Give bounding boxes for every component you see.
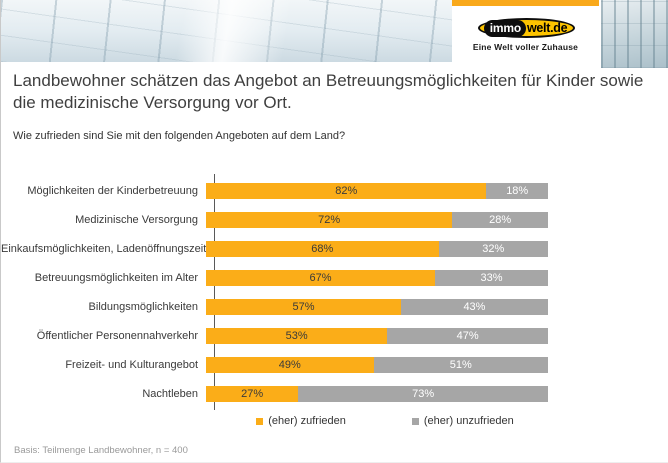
survey-question: Wie zufrieden sind Sie mit den folgenden… [13, 130, 346, 142]
stacked-bar: 68% 32% [206, 240, 548, 257]
bar-segment-unsatisfied: 32% [438, 240, 548, 257]
bar-segment-satisfied: 49% [206, 356, 374, 373]
bar-segment-satisfied: 57% [206, 298, 401, 315]
legend-swatch-unsatisfied [411, 417, 419, 425]
chart-row: Einkaufsmöglichkeiten, Ladenöffnungszeit… [1, 234, 668, 263]
category-label: Medizinische Versorgung [75, 213, 198, 226]
immowelt-logo: immo welt.de [478, 18, 575, 38]
bar-segment-satisfied: 72% [206, 211, 453, 228]
bar-segment-satisfied: 27% [206, 385, 299, 402]
category-label: Bildungsmöglichkeiten [88, 300, 198, 313]
stacked-bar: 49% 51% [206, 356, 548, 373]
chart-row: Nachtleben 27% 73% [1, 379, 668, 408]
chart-row: Öffentlicher Personennahverkehr 53% 47% [1, 321, 668, 350]
bar-segment-unsatisfied: 18% [486, 182, 548, 199]
legend-label-satisfied: (eher) zufrieden [268, 415, 346, 427]
stacked-bar: 67% 33% [206, 269, 548, 286]
chart-row: Möglichkeiten der Kinderbetreuung 82% 18% [1, 176, 668, 205]
basis-note: Basis: Teilmenge Landbewohner, n = 400 [14, 445, 188, 456]
bar-segment-satisfied: 53% [206, 327, 388, 344]
bar-segment-satisfied: 68% [206, 240, 439, 257]
logo-tagline: Eine Welt voller Zuhause [472, 42, 579, 52]
category-label: Freizeit- und Kulturangebot [65, 358, 198, 371]
bar-segment-unsatisfied: 73% [298, 385, 548, 402]
legend-label-unsatisfied: (eher) unzufrieden [423, 415, 514, 427]
banner-photo-left [1, 0, 453, 62]
stacked-bar: 27% 73% [206, 385, 548, 402]
slide-title: Landbewohner schätzen das Angebot an Bet… [13, 71, 644, 112]
bar-segment-satisfied: 82% [206, 182, 487, 199]
chart-row: Medizinische Versorgung 72% 28% [1, 205, 668, 234]
bar-segment-unsatisfied: 43% [400, 298, 548, 315]
legend-item-satisfied: (eher) zufrieden [256, 415, 346, 427]
accent-bar [452, 0, 599, 6]
chart-row: Bildungsmöglichkeiten 57% 43% [1, 292, 668, 321]
stacked-bar: 57% 43% [206, 298, 548, 315]
logo-immo-text: immo [483, 19, 526, 37]
stacked-bar-chart: Möglichkeiten der Kinderbetreuung 82% 18% M… [1, 174, 668, 427]
chart-row: Betreuungsmöglichkeiten im Alter 67% 33% [1, 263, 668, 292]
category-label: Einkaufsmöglichkeiten, Ladenöffnungszeit… [1, 242, 219, 255]
stacked-bar: 82% 18% [206, 182, 548, 199]
category-label: Betreuungsmöglichkeiten im Alter [34, 271, 198, 284]
chart-rows: Möglichkeiten der Kinderbetreuung 82% 18% M… [1, 176, 668, 408]
bar-segment-unsatisfied: 28% [452, 211, 548, 228]
stacked-bar: 53% 47% [206, 327, 548, 344]
category-label: Nachtleben [142, 387, 198, 400]
category-label: Möglichkeiten der Kinderbetreuung [27, 184, 198, 197]
y-axis-line [214, 174, 215, 410]
legend-swatch-satisfied [256, 417, 264, 425]
chart-row: Freizeit- und Kulturangebot 49% 51% [1, 350, 668, 379]
bar-segment-unsatisfied: 51% [373, 356, 548, 373]
category-label: Öffentlicher Personennahverkehr [36, 329, 198, 342]
bar-segment-satisfied: 67% [206, 269, 436, 286]
bar-segment-unsatisfied: 33% [435, 269, 548, 286]
logo-welt-text: welt.de [526, 20, 568, 35]
logo-box: immo welt.de Eine Welt voller Zuhause [452, 0, 601, 70]
bar-segment-unsatisfied: 47% [387, 327, 548, 344]
banner-photo-right [601, 0, 668, 68]
legend-item-unsatisfied: (eher) unzufrieden [411, 415, 514, 427]
chart-legend: (eher) zufrieden (eher) unzufrieden [214, 408, 556, 427]
stacked-bar: 72% 28% [206, 211, 548, 228]
